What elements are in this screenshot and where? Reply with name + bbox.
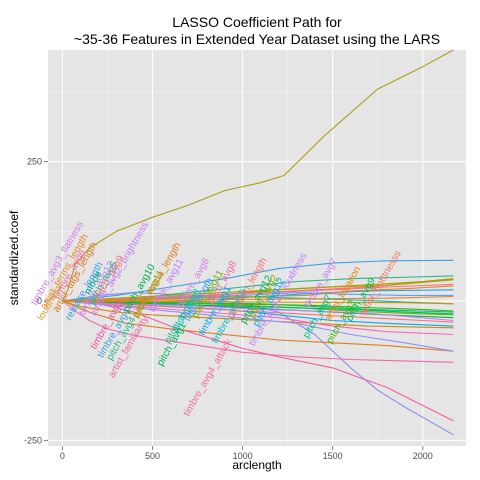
- x-axis-title: arclength: [232, 458, 281, 472]
- series-line: [62, 285, 454, 302]
- y-tick-label: -250: [24, 435, 42, 445]
- series-line: [61, 49, 454, 302]
- y-tick-label: 0: [37, 296, 42, 306]
- series-line: [62, 295, 454, 302]
- series-line: [62, 300, 454, 322]
- series-line: [62, 278, 454, 302]
- series-line: [62, 259, 454, 302]
- plot-panel: loudnesstimbre_avg3_flatnessartist_terms…: [29, 49, 466, 446]
- x-tick-label: 500: [145, 451, 160, 461]
- x-tick-label: 1000: [233, 451, 253, 461]
- x-tick-label: 1500: [323, 451, 343, 461]
- chart-title-line-2: ~35-36 Features in Extended Year Dataset…: [74, 31, 440, 47]
- series-line: [62, 300, 454, 422]
- series-line: [62, 300, 454, 363]
- series-line: [62, 300, 454, 352]
- y-tick-label: 250: [27, 157, 42, 167]
- y-axis-ticks: -250 0 250: [24, 157, 48, 445]
- chart-title-line-1: LASSO Coefficient Path for: [172, 14, 342, 30]
- series-line: [62, 300, 454, 352]
- series-line: [62, 300, 454, 323]
- series-line: [62, 283, 454, 302]
- x-tick-label: 0: [60, 451, 65, 461]
- series-line: [62, 300, 454, 305]
- x-axis-ticks: 0 500 1000 1500 2000: [60, 446, 433, 461]
- series-line: [62, 300, 454, 336]
- series-line: [62, 300, 454, 312]
- series-lines: [61, 49, 454, 436]
- series-line: [62, 300, 454, 329]
- series-line: [62, 300, 454, 315]
- x-tick-label: 2000: [413, 451, 433, 461]
- y-axis-title: standardized.coef: [7, 210, 21, 305]
- grid-major: [48, 50, 466, 446]
- plot-background: [48, 50, 466, 446]
